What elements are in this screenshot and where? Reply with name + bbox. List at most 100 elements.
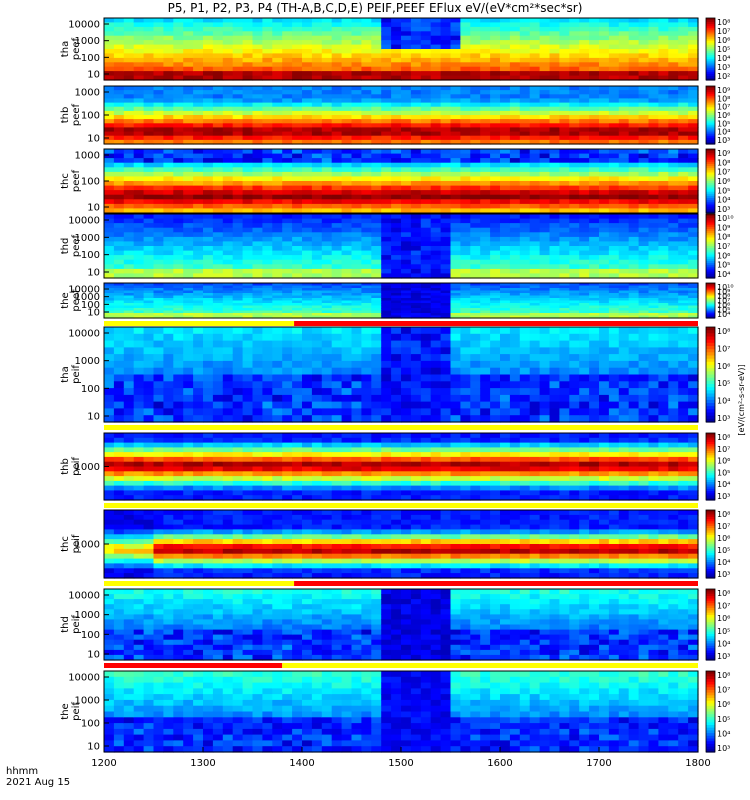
spectrogram-cell	[509, 218, 521, 224]
spectrogram-cell	[668, 176, 679, 182]
spectrogram-cell	[222, 308, 234, 312]
spectrogram-cell	[569, 214, 580, 220]
spectrogram-cell	[143, 35, 155, 41]
spectrogram-cell	[608, 310, 620, 314]
spectrogram-cell	[608, 153, 620, 159]
spectrogram-cell	[212, 181, 224, 187]
spectrogram-cell	[252, 223, 263, 229]
spectrogram-cell	[321, 71, 333, 77]
spectrogram-cell	[232, 194, 244, 200]
spectrogram-cell	[628, 40, 640, 46]
spectrogram-cell	[480, 305, 491, 309]
spectrogram-cell	[242, 246, 254, 252]
spectrogram-cell	[113, 86, 125, 91]
spectrogram-cell	[628, 31, 640, 37]
spectrogram-cell	[321, 285, 333, 289]
spectrogram-cell	[272, 367, 283, 376]
spectrogram-cell	[460, 310, 471, 314]
colorbar-tick-label: 10²	[717, 72, 730, 81]
spectrogram-cell	[618, 283, 630, 287]
spectrogram-cell	[579, 31, 590, 37]
spectrogram-cell	[579, 315, 590, 319]
spectrogram-cell	[579, 194, 590, 200]
spectrogram-cell	[589, 227, 600, 233]
spectrogram-cell	[480, 98, 491, 104]
spectrogram-cell	[519, 153, 531, 159]
spectrogram-cell	[450, 62, 461, 68]
spectrogram-cell	[509, 167, 521, 173]
spectrogram-cell	[361, 315, 372, 319]
spectrogram-cell	[341, 241, 353, 247]
spectrogram-cell	[509, 203, 521, 210]
spectrogram-cell	[351, 131, 362, 137]
spectrogram-cell	[401, 57, 412, 63]
spectrogram-cell	[430, 139, 442, 145]
spectrogram-cell	[401, 250, 412, 256]
spectrogram-cell	[410, 135, 422, 141]
spectrogram-cell	[113, 290, 125, 294]
colorbar-cell	[706, 113, 715, 116]
spectrogram-cell	[203, 360, 214, 369]
spectrogram-cell	[599, 123, 610, 128]
spectrogram-cell	[173, 181, 184, 187]
spectrogram-cell	[450, 66, 461, 72]
spectrogram-cell	[262, 102, 273, 108]
spectrogram-cell	[509, 158, 521, 164]
spectrogram-cell	[331, 22, 343, 28]
spectrogram-cell	[212, 374, 224, 382]
spectrogram-cell	[490, 303, 501, 307]
spectrogram-cell	[628, 106, 640, 112]
spectrogram-cell	[212, 158, 224, 164]
spectrogram-cell	[282, 135, 293, 141]
spectrogram-cell	[569, 139, 580, 145]
spectrogram-cell	[292, 360, 303, 369]
spectrogram-cell	[549, 227, 560, 233]
colorbar-cell	[706, 275, 715, 279]
spectrogram-cell	[440, 388, 452, 396]
spectrogram-cell	[282, 415, 293, 423]
spectrogram-cell	[113, 31, 125, 37]
spectrogram-cell	[311, 347, 323, 355]
spectrogram-cell	[401, 227, 412, 233]
spectrogram-cell	[153, 227, 164, 233]
chart-title: P5, P1, P2, P3, P4 (TH-A,B,C,D,E) PEIF,P…	[167, 1, 583, 15]
spectrogram-cell	[153, 57, 164, 63]
spectrogram-cell	[153, 408, 164, 416]
spectrogram-cell	[302, 374, 313, 382]
spectrogram-cell	[460, 22, 471, 28]
spectrogram-cell	[341, 149, 353, 155]
spectrogram-cell	[410, 374, 422, 382]
colorbar-cell	[706, 304, 715, 306]
spectrogram-cell	[222, 181, 234, 187]
spectrogram-cell	[203, 232, 214, 238]
spectrogram-cell	[401, 340, 412, 348]
spectrogram-cell	[480, 360, 491, 369]
colorbar-cell	[706, 59, 715, 62]
spectrogram-cell	[242, 290, 254, 294]
spectrogram-cell	[569, 35, 580, 41]
spectrogram-cell	[113, 176, 125, 182]
spectrogram-cell	[529, 194, 541, 200]
spectrogram-cell	[232, 167, 244, 173]
spectrogram-cell	[401, 18, 412, 23]
spectrogram-cell	[618, 236, 630, 243]
spectrogram-cell	[608, 135, 620, 141]
spectrogram-cell	[628, 18, 640, 23]
spectrogram-cell	[212, 293, 224, 297]
spectrogram-cell	[460, 293, 471, 297]
spectrogram-cell	[203, 18, 214, 23]
spectrogram-cell	[678, 176, 689, 182]
y-axis-label: peef	[71, 289, 82, 312]
spectrogram-cell	[460, 94, 471, 99]
spectrogram-cell	[173, 71, 184, 77]
spectrogram-cell	[638, 236, 650, 243]
spectrogram-cell	[153, 388, 164, 396]
spectrogram-cell	[193, 415, 204, 423]
spectrogram-cell	[658, 255, 669, 261]
spectrogram-cell	[589, 190, 600, 196]
spectrogram-cell	[341, 255, 353, 261]
spectrogram-cell	[361, 313, 372, 317]
spectrogram-cell	[658, 185, 669, 191]
spectrogram-cell	[549, 295, 560, 299]
colorbar-tick-label: 10⁹	[717, 86, 730, 95]
